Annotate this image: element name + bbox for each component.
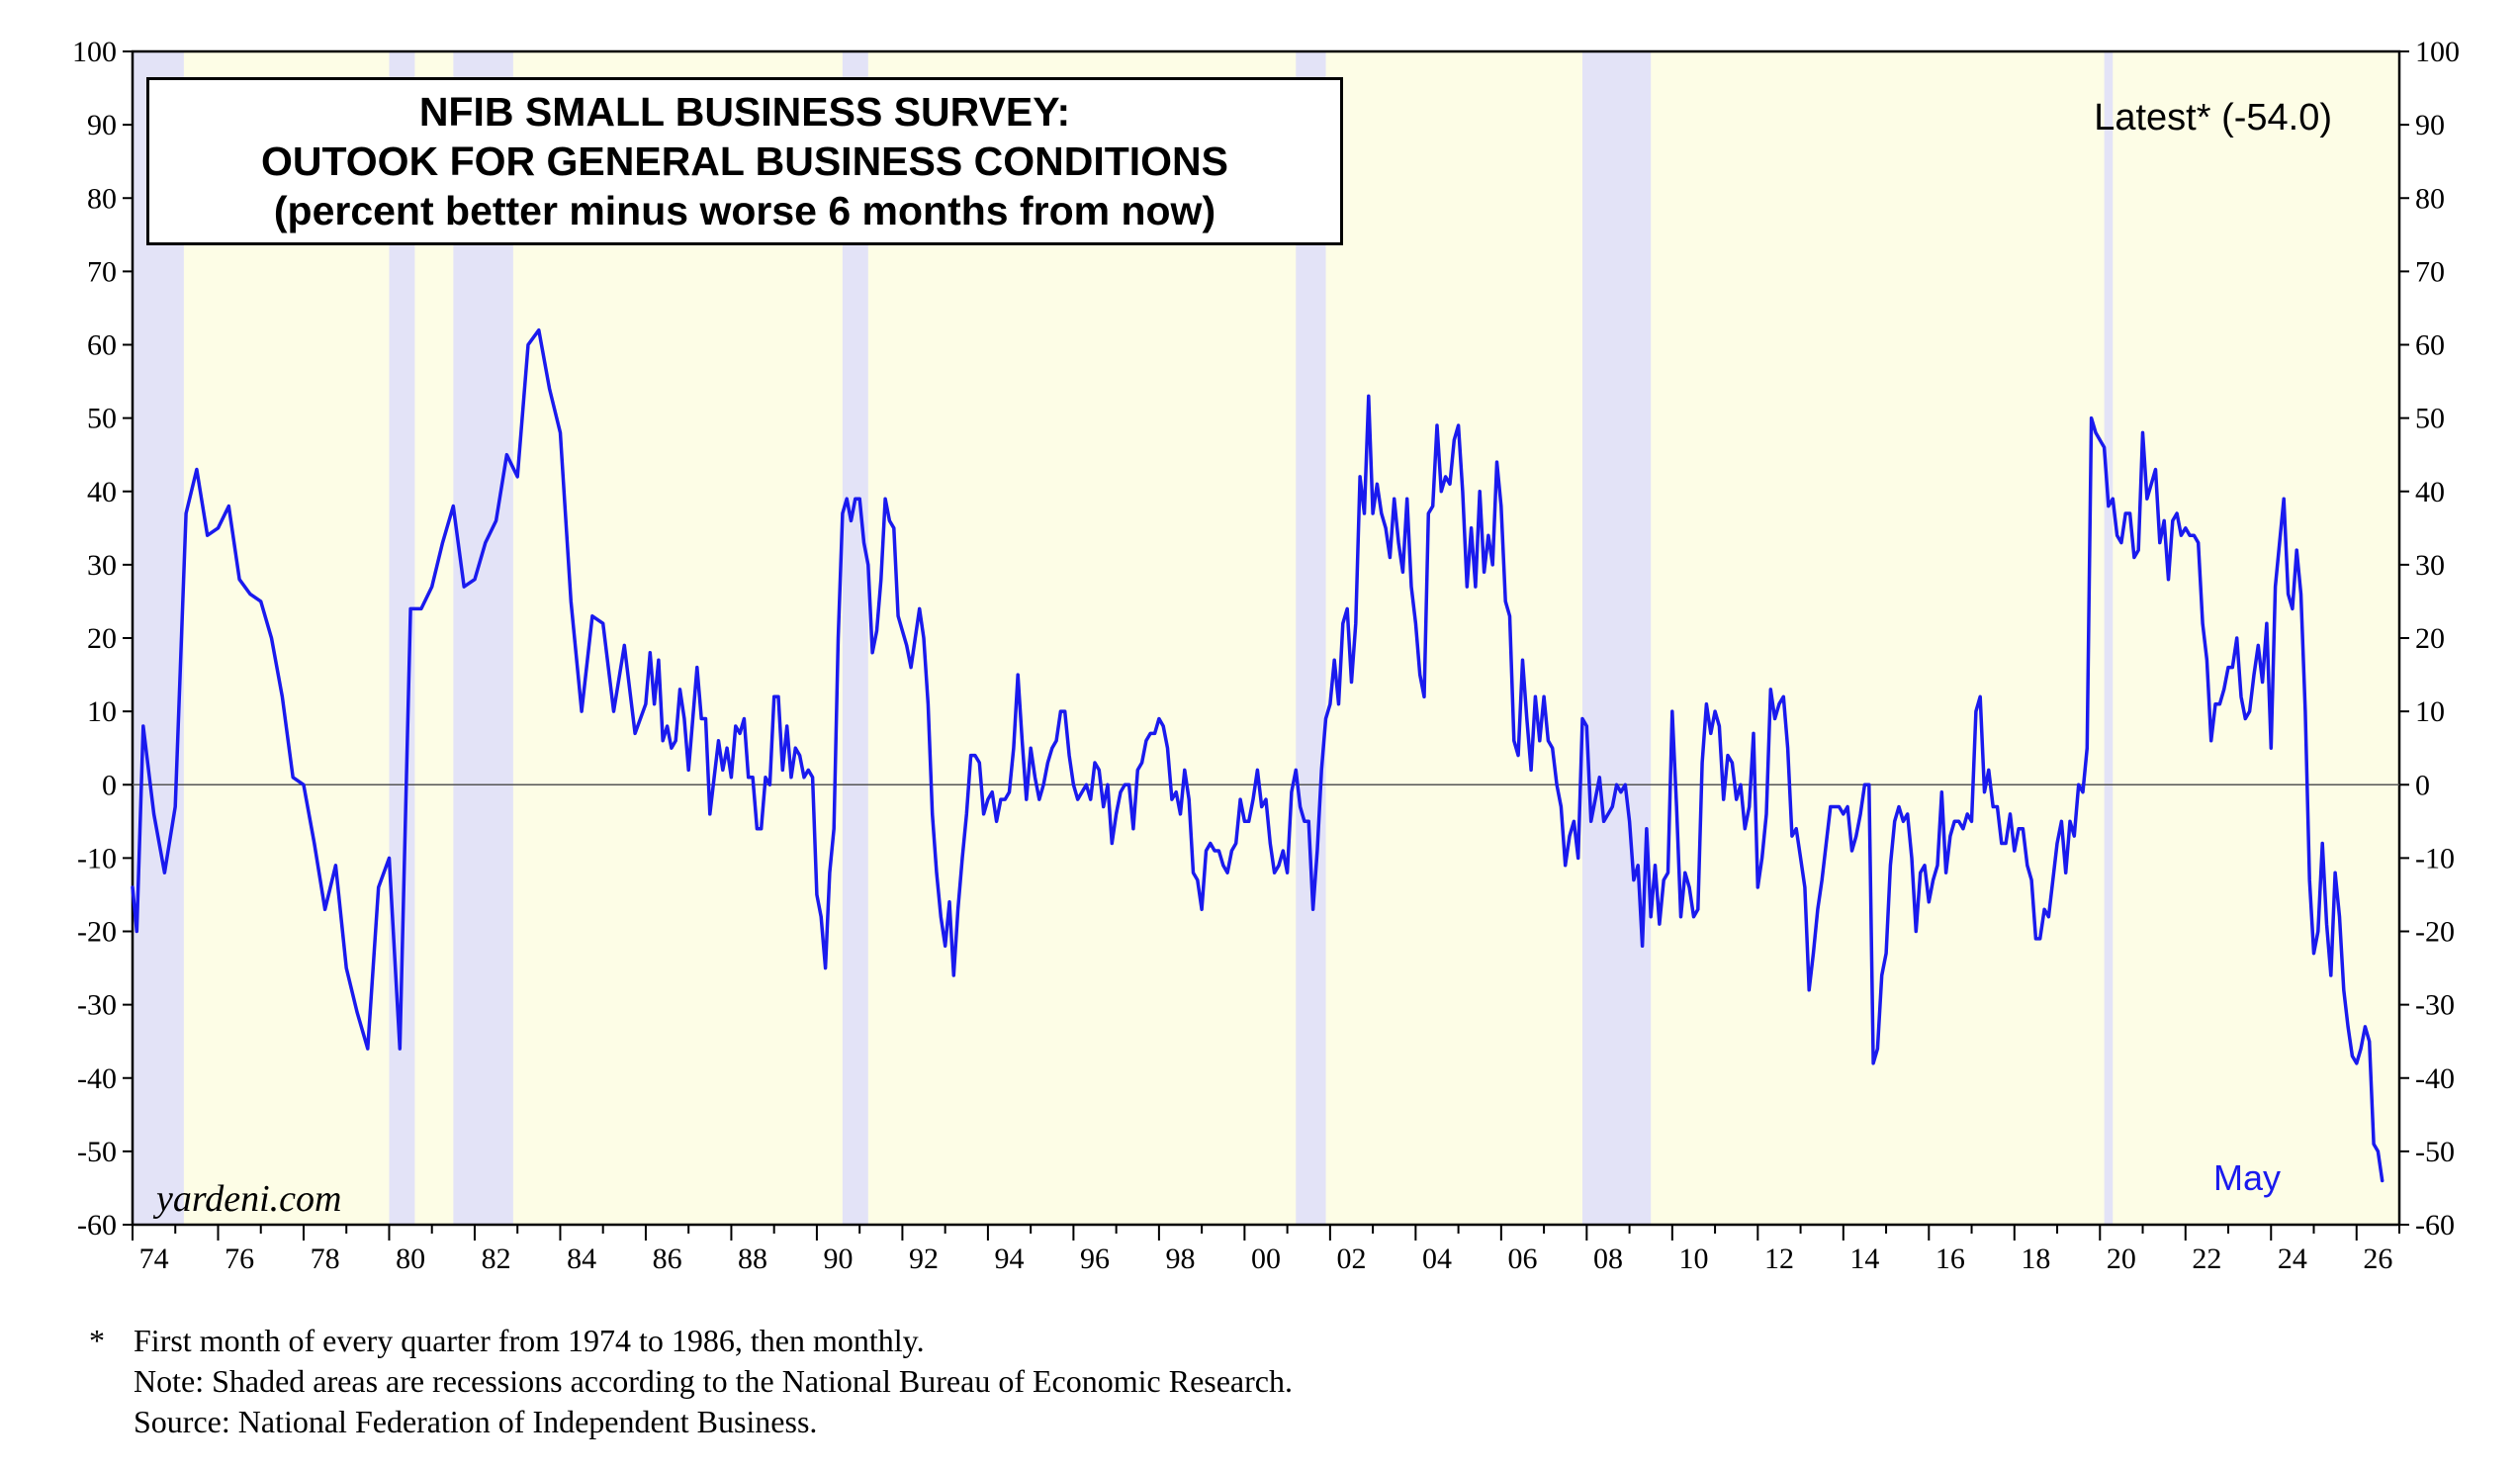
y-tick-label-left: 60: [87, 329, 117, 362]
chart-title-line-2: OUTOOK FOR GENERAL BUSINESS CONDITIONS: [260, 138, 1228, 184]
y-tick-label-left: 40: [87, 476, 117, 508]
end-point-label: May: [2213, 1157, 2282, 1198]
footnote-line-2: Note: Shaded areas are recessions accord…: [134, 1363, 1293, 1399]
chart-background-bands: [133, 51, 2399, 1225]
x-tick-label: 90: [824, 1242, 854, 1275]
x-tick-label: 80: [396, 1242, 425, 1275]
y-tick-label-right: 90: [2415, 109, 2445, 141]
y-tick-label-right: 40: [2415, 476, 2445, 508]
recession-band: [2104, 51, 2114, 1225]
y-tick-label-right: 50: [2415, 403, 2445, 435]
x-tick-label: 92: [909, 1242, 939, 1275]
y-tick-label-left: 80: [87, 182, 117, 215]
x-tick-label: 94: [995, 1242, 1025, 1275]
x-tick-label: 24: [2278, 1242, 2307, 1275]
y-tick-label-left: 70: [87, 255, 117, 288]
x-tick-label: 20: [2107, 1242, 2136, 1275]
y-tick-label-left: -20: [77, 916, 117, 949]
y-tick-label-left: 50: [87, 403, 117, 435]
x-tick-label: 14: [1849, 1242, 1879, 1275]
y-tick-label-left: 10: [87, 695, 117, 728]
x-tick-label: 82: [482, 1242, 511, 1275]
recession-band: [842, 51, 868, 1225]
x-tick-label: 18: [2021, 1242, 2050, 1275]
x-tick-label: 74: [139, 1242, 169, 1275]
chart-title-line-1: NFIB SMALL BUSINESS SURVEY:: [418, 89, 1071, 135]
y-tick-label-right: -60: [2415, 1209, 2455, 1242]
y-tick-label-right: 0: [2415, 769, 2430, 801]
y-tick-label-left: 30: [87, 549, 117, 582]
x-tick-label: 76: [225, 1242, 254, 1275]
x-tick-label: 22: [2192, 1242, 2221, 1275]
x-tick-label: 10: [1678, 1242, 1708, 1275]
x-tick-label: 26: [2363, 1242, 2392, 1275]
y-tick-label-right: 60: [2415, 329, 2445, 362]
y-tick-label-left: -60: [77, 1209, 117, 1242]
y-tick-label-left: -50: [77, 1136, 117, 1168]
chart-title-line-3: (percent better minus worse 6 months fro…: [273, 188, 1216, 233]
y-tick-label-left: 100: [72, 36, 117, 68]
series-layer: [131, 327, 2385, 1183]
y-tick-label-left: -10: [77, 842, 117, 874]
chart-title-box: NFIB SMALL BUSINESS SURVEY: OUTOOK FOR G…: [146, 77, 1343, 245]
recession-band: [453, 51, 513, 1225]
y-tick-label-left: 90: [87, 109, 117, 141]
recession-band: [1296, 51, 1326, 1225]
x-tick-label: 06: [1507, 1242, 1537, 1275]
footnote-line-3: Source: National Federation of Independe…: [134, 1404, 818, 1439]
y-tick-label-left: -40: [77, 1062, 117, 1095]
series-line: [131, 327, 2385, 1183]
recession-band: [133, 51, 184, 1225]
recession-band: [1582, 51, 1652, 1225]
x-tick-label: 86: [653, 1242, 682, 1275]
footnote-line-1: First month of every quarter from 1974 t…: [134, 1323, 925, 1358]
y-tick-label-right: 100: [2415, 36, 2460, 68]
x-tick-label: 96: [1080, 1242, 1110, 1275]
watermark: yardeni.com: [156, 1178, 342, 1220]
y-tick-label-right: -20: [2415, 916, 2455, 949]
y-tick-label-right: -10: [2415, 842, 2455, 874]
y-tick-label-right: 70: [2415, 255, 2445, 288]
x-tick-label: 98: [1166, 1242, 1196, 1275]
y-tick-label-right: 80: [2415, 182, 2445, 215]
x-axis-ticks: 74 76 78 80 82 84 86 88 90 92 94 96 98 00 02 04 06 08 10 12…: [132, 1225, 2400, 1275]
y-tick-label-right: 20: [2415, 622, 2445, 655]
x-tick-label: 84: [567, 1242, 596, 1275]
footnote-asterisk: *: [89, 1323, 105, 1358]
y-tick-label-right: -40: [2415, 1062, 2455, 1095]
x-tick-label: 88: [738, 1242, 767, 1275]
x-tick-label: 00: [1251, 1242, 1281, 1275]
x-tick-label: 78: [311, 1242, 340, 1275]
y-tick-label-left: -30: [77, 989, 117, 1022]
x-tick-label: 04: [1422, 1242, 1452, 1275]
x-tick-label: 02: [1336, 1242, 1366, 1275]
x-tick-label: 16: [1935, 1242, 1965, 1275]
y-tick-label-right: -30: [2415, 989, 2455, 1022]
x-tick-label: 12: [1764, 1242, 1794, 1275]
y-tick-label-right: -50: [2415, 1136, 2455, 1168]
y-tick-label-right: 10: [2415, 695, 2445, 728]
y-tick-label-left: 20: [87, 622, 117, 655]
y-tick-label-right: 30: [2415, 549, 2445, 582]
latest-value-label: Latest* (-54.0): [2094, 97, 2332, 138]
x-tick-label: 08: [1593, 1242, 1623, 1275]
y-tick-label-left: 0: [102, 769, 117, 801]
